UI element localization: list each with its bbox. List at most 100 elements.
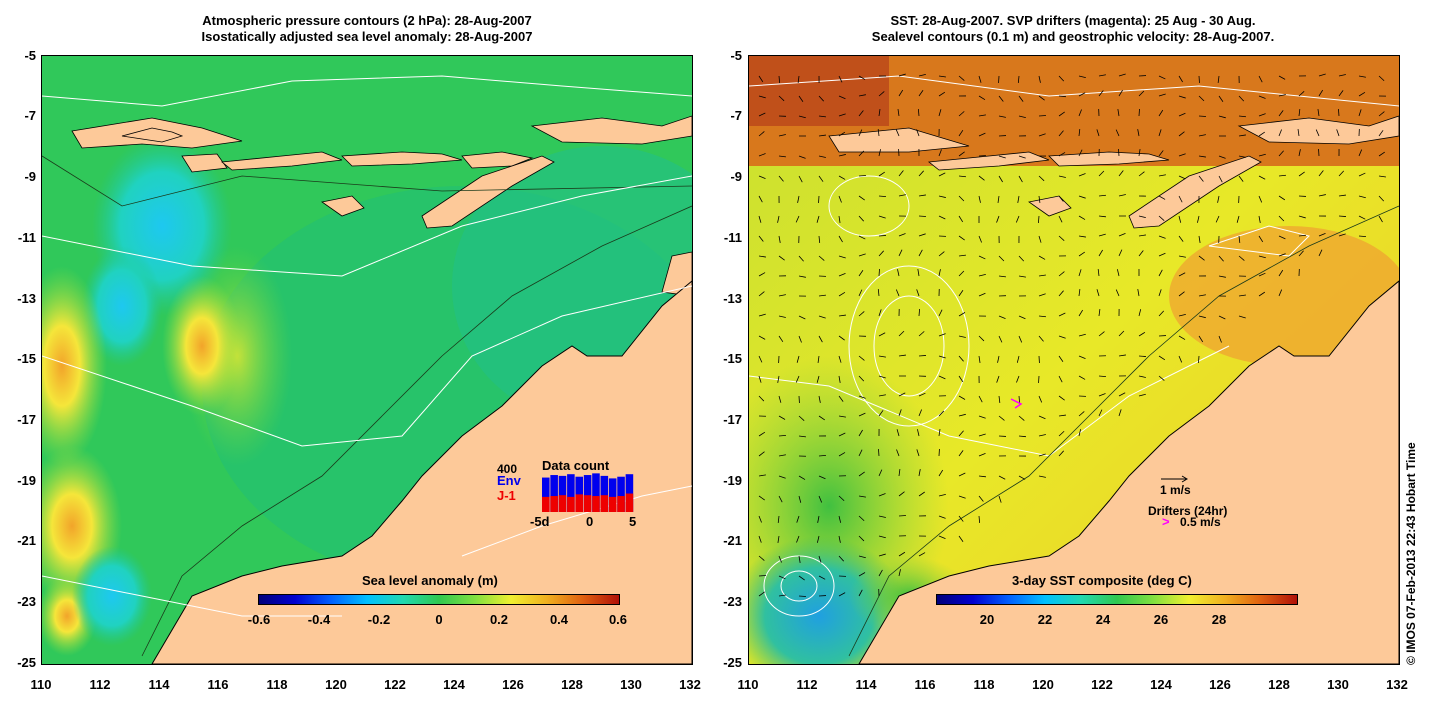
right-colorbar-tick: 20 — [979, 612, 995, 627]
left-colorbar-tick: 0 — [435, 612, 443, 627]
left-y-tick: -23 — [17, 594, 36, 609]
left-title-line1: Atmospheric pressure contours (2 hPa): 2… — [202, 13, 532, 28]
copyright-text: © IMOS 07-Feb-2013 22:43 Hobart Time — [1404, 442, 1418, 665]
left-colorbar-tick: -0.6 — [247, 612, 271, 627]
left-colorbar-tick: 0.6 — [608, 612, 628, 627]
right-y-tick: -9 — [730, 169, 742, 184]
left-colorbar-tick: -0.4 — [307, 612, 331, 627]
left-x-tick: 118 — [266, 677, 288, 692]
j1-count-bar — [542, 496, 550, 512]
sea-level-colorbar — [258, 594, 620, 605]
j1-count-bar — [608, 496, 617, 512]
j1-count-bar — [600, 495, 609, 512]
env-count-bar — [558, 475, 567, 512]
right-x-tick: 122 — [1091, 677, 1113, 692]
left-x-tick: 126 — [502, 677, 524, 692]
right-title-line2: Sealevel contours (0.1 m) and geostrophi… — [871, 29, 1275, 44]
left-colorbar-tick: 0.4 — [549, 612, 569, 627]
left-x-tick: 128 — [561, 677, 583, 692]
right-x-tick: 114 — [855, 677, 877, 692]
right-y-tick: -19 — [723, 473, 742, 488]
right-x-tick: 124 — [1150, 677, 1172, 692]
right-colorbar-tick: 26 — [1153, 612, 1169, 627]
drifter-track — [1010, 398, 1023, 409]
data-count-max: 400 — [497, 462, 518, 476]
env-count-bar — [592, 473, 600, 512]
left-x-tick: 130 — [620, 677, 642, 692]
right-title-line1: SST: 28-Aug-2007. SVP drifters (magenta)… — [890, 13, 1256, 28]
left-title-line2: Isostatically adjusted sea level anomaly… — [201, 29, 533, 44]
sea-level-anomaly-map[interactable] — [41, 55, 693, 665]
left-x-tick: 110 — [30, 677, 52, 692]
right-y-tick: -21 — [723, 533, 742, 548]
j1-count-bar — [550, 496, 558, 512]
left-x-tick: 122 — [384, 677, 406, 692]
right-colorbar-tick: 28 — [1211, 612, 1227, 627]
velocity-scale-label: 1 m/s — [1160, 483, 1191, 497]
j1-count-bar — [558, 495, 567, 512]
left-y-tick: -11 — [17, 230, 36, 245]
drifter-marker: > — [1162, 514, 1170, 529]
right-y-tick: -17 — [723, 412, 742, 427]
right-y-tick: -23 — [723, 594, 742, 609]
right-y-tick: -25 — [723, 655, 742, 670]
data-count-x-label: 0 — [586, 514, 594, 529]
left-colorbar-label: Sea level anomaly (m) — [362, 573, 498, 588]
left-y-tick: -15 — [17, 351, 36, 366]
left-y-tick: -13 — [17, 291, 36, 306]
left-x-tick: 120 — [325, 677, 347, 692]
env-count-bar — [575, 476, 584, 512]
right-y-tick: -7 — [730, 108, 742, 123]
env-count-bar — [617, 476, 625, 512]
left-x-tick: 112 — [89, 677, 111, 692]
data-count-title: Data count — [542, 458, 610, 473]
left-map-title: Atmospheric pressure contours (2 hPa): 2… — [42, 13, 692, 45]
env-count-bar — [600, 475, 609, 512]
right-map-title: SST: 28-Aug-2007. SVP drifters (magenta)… — [748, 13, 1398, 45]
velocity-scale-arrow-icon — [1161, 475, 1188, 483]
right-x-tick: 128 — [1268, 677, 1290, 692]
j1-count-bar — [583, 495, 592, 512]
env-count-bar — [608, 478, 617, 512]
j1-count-bar — [575, 494, 584, 512]
env-count-bar — [583, 475, 592, 512]
sst-colorbar — [936, 594, 1298, 605]
right-x-tick: 132 — [1386, 677, 1408, 692]
right-colorbar-tick: 24 — [1095, 612, 1111, 627]
right-x-tick: 120 — [1032, 677, 1054, 692]
left-y-tick: -25 — [17, 655, 36, 670]
geostrophic-velocity-arrows — [758, 73, 1387, 597]
env-count-bar — [550, 475, 558, 512]
drifters-label: Drifters (24hr) — [1148, 504, 1228, 518]
right-x-tick: 118 — [973, 677, 995, 692]
right-y-tick: -15 — [723, 351, 742, 366]
left-y-tick: -5 — [24, 48, 36, 63]
right-x-tick: 116 — [914, 677, 936, 692]
left-y-tick: -7 — [24, 108, 36, 123]
right-x-tick: 110 — [737, 677, 759, 692]
left-x-tick: 114 — [148, 677, 170, 692]
left-y-tick: -9 — [24, 169, 36, 184]
right-colorbar-label: 3-day SST composite (deg C) — [1012, 573, 1192, 588]
env-count-bar — [625, 474, 634, 512]
j1-count-bar — [567, 496, 575, 512]
drifters-speed: 0.5 m/s — [1180, 515, 1221, 529]
right-y-tick: -11 — [723, 230, 742, 245]
right-x-tick: 130 — [1327, 677, 1349, 692]
right-colorbar-tick: 22 — [1037, 612, 1053, 627]
sst-map-graphic — [749, 56, 1399, 664]
j1-count-bar — [625, 493, 634, 512]
data-count-x-label: -5d — [530, 514, 550, 529]
right-x-tick: 126 — [1209, 677, 1231, 692]
left-x-tick: 132 — [679, 677, 701, 692]
j1-label: J-1 — [497, 488, 516, 503]
left-x-tick: 124 — [443, 677, 465, 692]
right-x-tick: 112 — [796, 677, 818, 692]
j1-count-bar — [617, 496, 625, 512]
env-count-bar — [567, 474, 575, 512]
left-y-tick: -19 — [17, 473, 36, 488]
left-colorbar-tick: -0.2 — [367, 612, 391, 627]
right-y-tick: -13 — [723, 291, 742, 306]
data-count-x-label: 5 — [629, 514, 637, 529]
sst-map[interactable] — [748, 55, 1400, 665]
